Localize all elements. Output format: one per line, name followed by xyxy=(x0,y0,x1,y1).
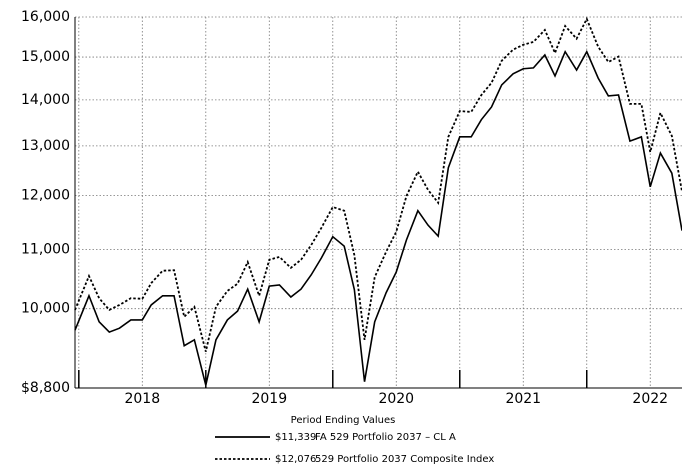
series-line xyxy=(74,16,682,352)
y-tick-label: 13,000 xyxy=(21,138,70,154)
y-tick-label: 10,000 xyxy=(21,301,70,317)
y-tick-label: 16,000 xyxy=(21,9,70,25)
x-tick-label: 2018 xyxy=(124,391,160,407)
y-tick-label: 14,000 xyxy=(21,92,70,108)
series-line xyxy=(74,49,682,386)
y-tick-label: 15,000 xyxy=(21,49,70,65)
y-tick-label: 11,000 xyxy=(21,242,70,258)
legend-label: FA 529 Portfolio 2037 – CL A xyxy=(315,432,456,443)
x-tick-label: 2021 xyxy=(505,391,541,407)
y-tick-label: 12,000 xyxy=(21,188,70,204)
x-tick-label: 2022 xyxy=(632,391,668,407)
x-tick-label: 2020 xyxy=(378,391,414,407)
y-tick-label: $8,800 xyxy=(21,380,70,396)
legend-value: $11,339 xyxy=(275,432,316,443)
x-tick-label: 2019 xyxy=(251,391,287,407)
legend-value: $12,076 xyxy=(275,454,316,465)
legend-label: 529 Portfolio 2037 Composite Index xyxy=(315,454,494,465)
legend-title: Period Ending Values xyxy=(291,415,396,426)
